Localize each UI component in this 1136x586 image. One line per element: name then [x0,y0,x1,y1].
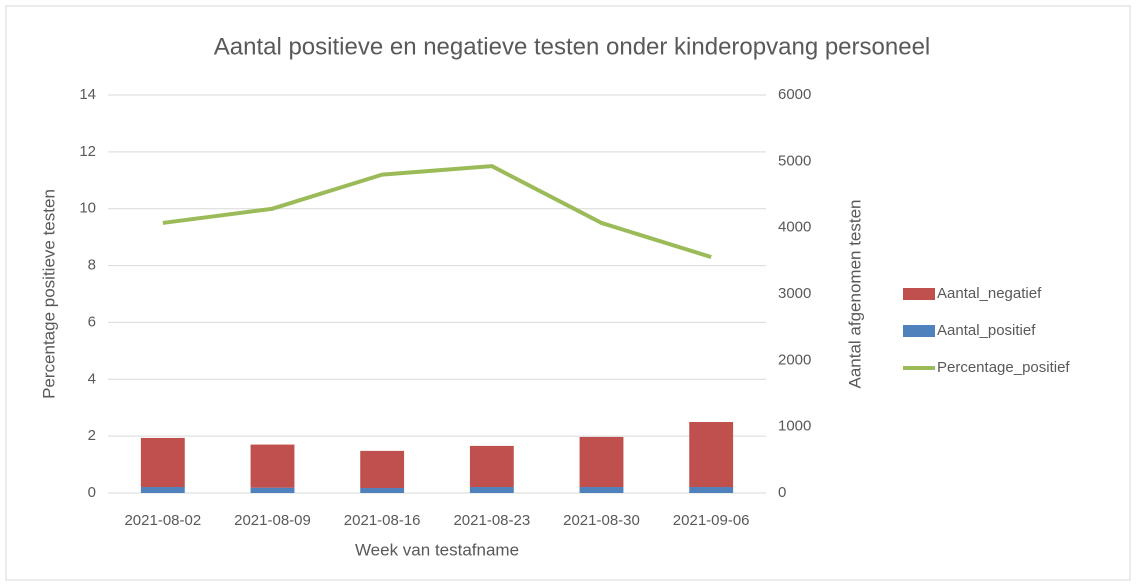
bar [360,488,405,493]
y-tick-label: 0 [88,484,96,501]
bar [579,436,624,488]
legend-label: Aantal_negatief [937,285,1042,302]
y2-axis-label: Aantal afgenomen testen [845,199,864,388]
bar [469,445,514,488]
bar [250,444,295,488]
y2-tick-label: 6000 [778,86,811,103]
line [162,164,712,259]
y-tick-label: 14 [79,86,96,103]
legend-label: Aantal_positief [937,322,1036,339]
x-tick-label: 2021-08-16 [344,512,421,529]
legend-swatch [903,288,935,300]
y-tick-label: 4 [88,370,96,387]
y-tick-label: 2 [88,427,96,444]
y-tick-label: 12 [79,143,96,160]
y2-tick-label: 1000 [778,418,811,435]
chart-title: Aantal positieve en negatieve testen ond… [214,33,931,60]
y-tick-label: 6 [88,313,96,330]
x-tick-label: 2021-09-06 [673,512,750,529]
y2-tick-label: 3000 [778,285,811,302]
legend-swatch [903,325,935,337]
x-tick-label: 2021-08-02 [124,512,201,529]
bar [140,437,185,488]
bar [579,487,624,493]
bar [250,487,295,493]
x-tick-label: 2021-08-09 [234,512,311,529]
y2-tick-label: 0 [778,484,786,501]
y2-tick-label: 5000 [778,152,811,169]
bar [469,487,514,493]
bar [689,422,734,488]
y-tick-label: 10 [79,200,96,217]
x-tick-label: 2021-08-23 [453,512,530,529]
bar [140,487,185,493]
y-tick-label: 8 [88,257,96,274]
y-axis-label: Percentage positieve testen [39,189,58,399]
y2-tick-label: 2000 [778,351,811,368]
y2-tick-label: 4000 [778,219,811,236]
bar [360,450,405,489]
chart-border [5,5,1131,581]
x-axis-label: Week van testafname [355,540,519,559]
bar [689,487,734,493]
x-tick-label: 2021-08-30 [563,512,640,529]
legend-label: Percentage_positief [937,359,1070,376]
